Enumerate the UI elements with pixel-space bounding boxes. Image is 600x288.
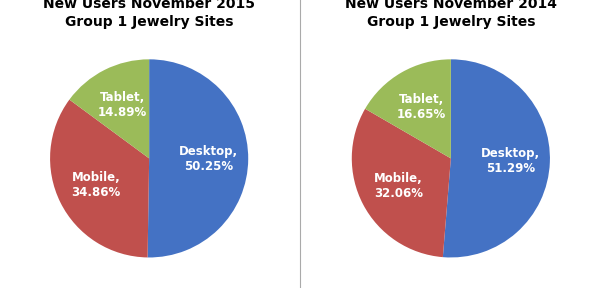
Text: Desktop,
51.29%: Desktop, 51.29% bbox=[481, 147, 540, 175]
Title: New Users November 2014
Group 1 Jewelry Sites: New Users November 2014 Group 1 Jewelry … bbox=[345, 0, 557, 29]
Text: Mobile,
32.06%: Mobile, 32.06% bbox=[374, 172, 423, 200]
Wedge shape bbox=[443, 59, 550, 257]
Text: Tablet,
16.65%: Tablet, 16.65% bbox=[397, 93, 446, 121]
Wedge shape bbox=[365, 59, 451, 158]
Wedge shape bbox=[50, 100, 149, 257]
Wedge shape bbox=[70, 59, 149, 158]
Wedge shape bbox=[148, 59, 248, 257]
Wedge shape bbox=[352, 109, 451, 257]
Text: Desktop,
50.25%: Desktop, 50.25% bbox=[179, 145, 238, 173]
Text: Mobile,
34.86%: Mobile, 34.86% bbox=[71, 171, 121, 199]
Text: Tablet,
14.89%: Tablet, 14.89% bbox=[98, 91, 147, 119]
Title: New Users November 2015
Group 1 Jewelry Sites: New Users November 2015 Group 1 Jewelry … bbox=[43, 0, 255, 29]
